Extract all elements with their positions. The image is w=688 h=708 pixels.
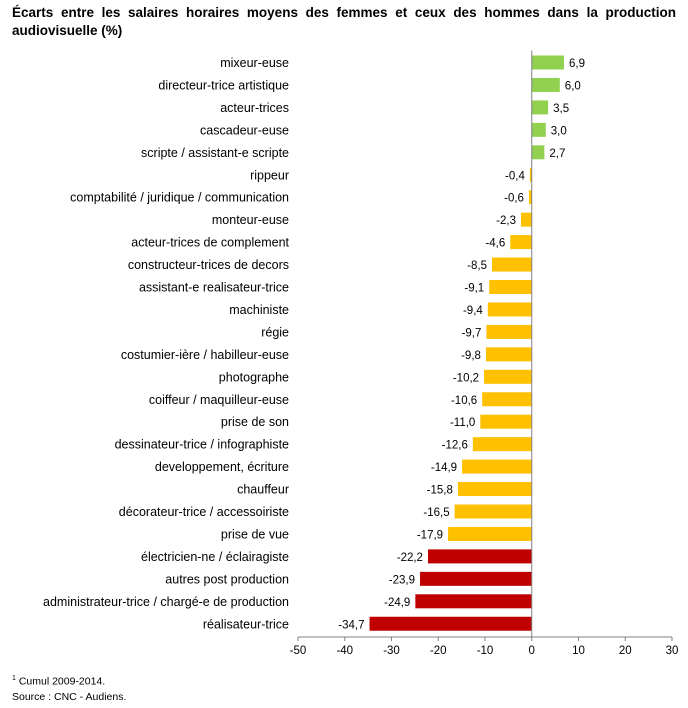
category-label: prise de vue	[221, 527, 289, 541]
bar	[457, 482, 532, 497]
bar	[484, 369, 532, 384]
value-label: -8,5	[467, 260, 487, 272]
x-tick-label: 10	[572, 645, 585, 657]
category-label: coiffeur / maquilleur-euse	[149, 393, 289, 407]
category-label: acteur-trices de complement	[131, 236, 289, 250]
value-label: 3,5	[553, 103, 569, 115]
category-label: acteur-trices	[220, 101, 289, 115]
value-label: 3,0	[551, 125, 567, 137]
value-label: -23,9	[389, 574, 415, 586]
bar	[510, 235, 532, 250]
bar	[454, 504, 532, 519]
value-label: -22,2	[397, 552, 423, 564]
category-label: autres post production	[165, 572, 289, 586]
category-label: cascadeur-euse	[200, 123, 289, 137]
category-label: régie	[261, 325, 289, 339]
bar	[489, 280, 532, 294]
category-label: chauffeur	[237, 483, 289, 497]
x-tick-label: -10	[477, 645, 494, 657]
category-label: photographe	[219, 370, 289, 384]
bar	[520, 212, 532, 227]
category-label: directeur-trice artistique	[158, 78, 289, 92]
value-label: -9,1	[464, 283, 484, 295]
horizontal-bar-chart: mixeur-euse 6,9 directeur-trice artistique…	[43, 50, 679, 657]
category-label: assistant-e realisateur-trice	[139, 281, 289, 295]
bar	[531, 122, 546, 137]
x-tick-label: 20	[619, 645, 632, 657]
bar	[420, 571, 532, 586]
value-label: -0,4	[505, 170, 525, 182]
value-label: -34,7	[338, 619, 364, 631]
bar	[487, 302, 532, 317]
category-label: rippeur	[250, 168, 289, 182]
bar	[531, 145, 545, 160]
x-tick-label: -50	[290, 645, 307, 657]
bar	[529, 167, 532, 182]
value-label: -9,4	[463, 305, 483, 317]
value-label: -10,6	[451, 395, 477, 407]
bar	[528, 190, 532, 205]
category-label: prise de son	[221, 415, 289, 429]
footnote-period: 1 Cumul 2009-2014.	[12, 671, 126, 690]
category-label: costumier-ière / habilleur-euse	[121, 348, 289, 362]
value-label: -24,9	[384, 597, 410, 609]
bar	[472, 437, 532, 452]
x-tick-label: 30	[666, 645, 679, 657]
value-label: -17,9	[417, 529, 443, 541]
category-label: monteur-euse	[212, 213, 289, 227]
chart-title: Écarts entre les salaires horaires moyen…	[12, 5, 676, 38]
footnote-text: Cumul 2009-2014.	[15, 675, 106, 688]
bar	[486, 324, 532, 339]
value-label: -4,6	[485, 238, 505, 250]
category-label: décorateur-trice / accessoiriste	[119, 505, 289, 519]
category-label: réalisateur-trice	[203, 617, 289, 631]
category-label: scripte / assistant-e scripte	[141, 146, 289, 160]
x-tick-label: 0	[529, 645, 535, 657]
value-label: -14,9	[431, 462, 457, 474]
footnote: 1 Cumul 2009-2014. Source : CNC - Audien…	[12, 671, 126, 705]
bar	[480, 414, 532, 429]
bar	[531, 55, 565, 70]
category-label: administrateur-trice / chargé-e de produ…	[43, 595, 289, 609]
bar	[485, 347, 532, 362]
value-label: 6,0	[565, 80, 581, 92]
footnote-mark: 1	[12, 675, 16, 682]
value-label: -12,6	[442, 440, 468, 452]
bar	[448, 526, 532, 541]
x-tick-label: -20	[430, 645, 447, 657]
value-label: -9,7	[462, 327, 482, 339]
bar	[427, 549, 532, 564]
category-label: developpement, écriture	[155, 460, 289, 474]
category-label: constructeur-trices de decors	[128, 258, 289, 272]
value-label: -2,3	[496, 215, 516, 227]
category-label: mixeur-euse	[220, 56, 289, 70]
category-label: électricien-ne / éclairagiste	[141, 550, 289, 564]
x-tick-label: -40	[336, 645, 353, 657]
footnote-source: Source : CNC - Audiens.	[12, 690, 127, 703]
value-label: -9,8	[461, 350, 481, 362]
bar	[369, 616, 532, 631]
category-label: dessinateur-trice / infographiste	[115, 438, 289, 452]
value-label: -16,5	[423, 507, 449, 519]
value-label: -0,6	[504, 193, 524, 205]
bar	[492, 257, 532, 272]
category-label: machiniste	[229, 303, 289, 317]
bar	[531, 100, 549, 115]
value-label: -15,8	[427, 485, 453, 497]
category-label: comptabilité / juridique / communication	[70, 191, 289, 205]
bar	[482, 392, 532, 407]
value-label: 2,7	[549, 148, 565, 160]
value-label: -10,2	[453, 372, 479, 384]
bar	[531, 77, 560, 92]
value-label: 6,9	[569, 58, 585, 70]
bar	[415, 594, 532, 609]
x-tick-label: -30	[383, 645, 400, 657]
value-label: -11,0	[450, 417, 475, 429]
bar	[462, 459, 532, 474]
